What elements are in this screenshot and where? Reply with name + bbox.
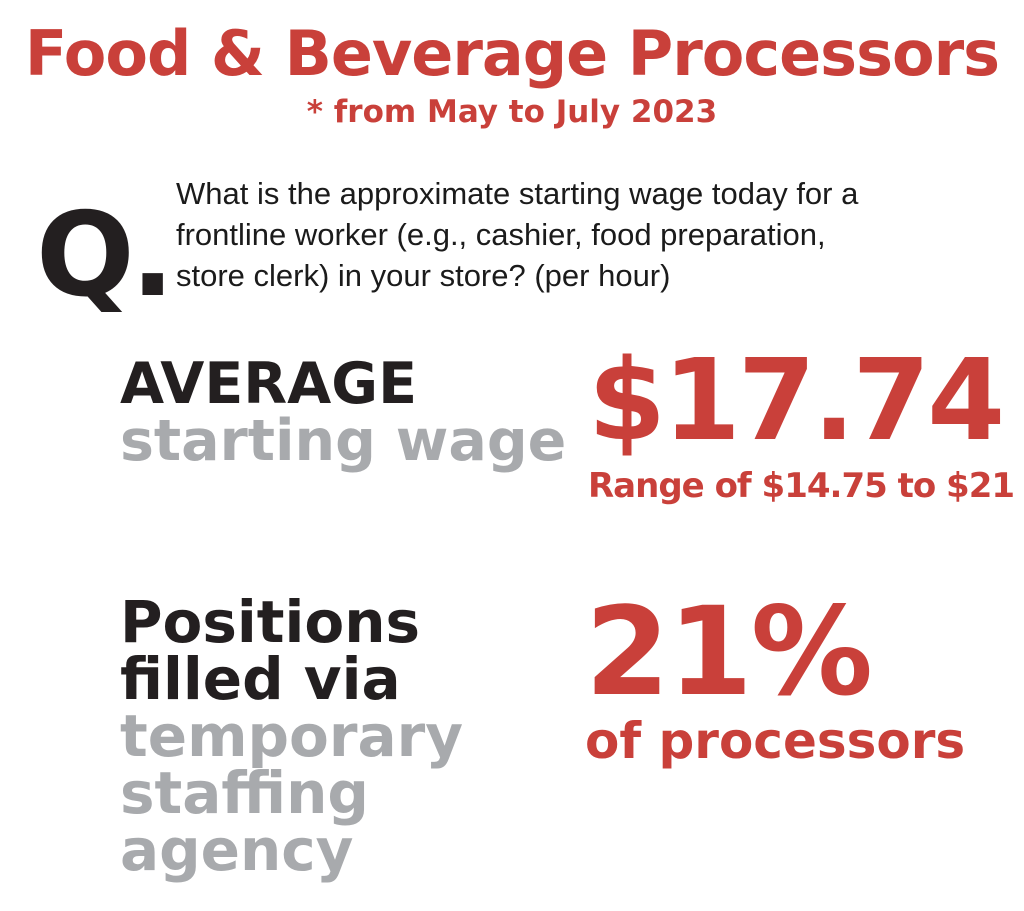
- question-line-2: frontline worker (e.g., cashier, food pr…: [176, 217, 826, 252]
- starting-wage-range-note: Range of $14.75 to $21: [588, 466, 1015, 506]
- question-line-3: store clerk) in your store? (per hour): [176, 258, 671, 293]
- temp-staffing-label-gray-line-2: staffing: [120, 759, 369, 827]
- question-line-1: What is the approximate starting wage to…: [176, 176, 859, 211]
- question-marker: Q.: [36, 188, 175, 323]
- temp-staffing-percentage-note: of processors: [585, 712, 966, 770]
- temp-staffing-label: Positions filled via temporary staffing …: [120, 588, 464, 884]
- temp-staffing-label-gray-line-3: agency: [120, 816, 354, 884]
- page-title: Food & Beverage Processors: [24, 17, 1000, 90]
- average-starting-wage-label: AVERAGE starting wage: [120, 356, 566, 470]
- temp-staffing-label-dark-line-2: filled via: [120, 645, 401, 713]
- question-text: What is the approximate starting wage to…: [176, 173, 858, 296]
- average-label-gray-line: starting wage: [120, 408, 567, 474]
- temp-staffing-label-gray-line-1: temporary: [120, 702, 464, 770]
- average-label-dark-line: AVERAGE: [120, 351, 418, 417]
- temp-staffing-percentage-value: 21%: [585, 581, 873, 723]
- temp-staffing-label-dark-line-1: Positions: [120, 588, 421, 656]
- average-starting-wage-value: $17.74: [588, 336, 1005, 466]
- page-subtitle: * from May to July 2023: [306, 94, 718, 130]
